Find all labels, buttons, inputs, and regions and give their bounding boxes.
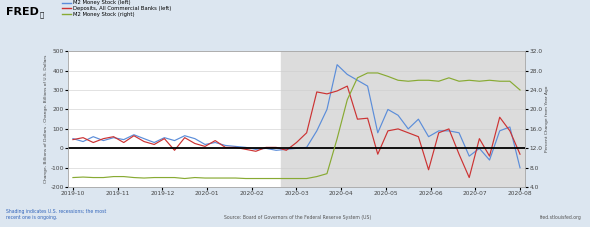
Bar xyxy=(281,51,525,187)
Text: 📈: 📈 xyxy=(40,11,44,18)
Text: fred.stlouisfed.org: fred.stlouisfed.org xyxy=(539,215,581,220)
Text: FRED: FRED xyxy=(6,7,39,17)
Text: Shading indicates U.S. recessions; the most
recent one is ongoing.: Shading indicates U.S. recessions; the m… xyxy=(6,209,106,220)
Legend: M2 Money Stock (left), Deposits, All Commercial Banks (left), M2 Money Stock (ri: M2 Money Stock (left), Deposits, All Com… xyxy=(61,0,172,17)
Y-axis label: Change, Billions of Dollars . Change, Billions of U.S. Dollars: Change, Billions of Dollars . Change, Bi… xyxy=(44,55,48,183)
Text: Source: Board of Governors of the Federal Reserve System (US): Source: Board of Governors of the Federa… xyxy=(224,215,372,220)
Y-axis label: Percent Change from Year Ago: Percent Change from Year Ago xyxy=(545,86,549,152)
